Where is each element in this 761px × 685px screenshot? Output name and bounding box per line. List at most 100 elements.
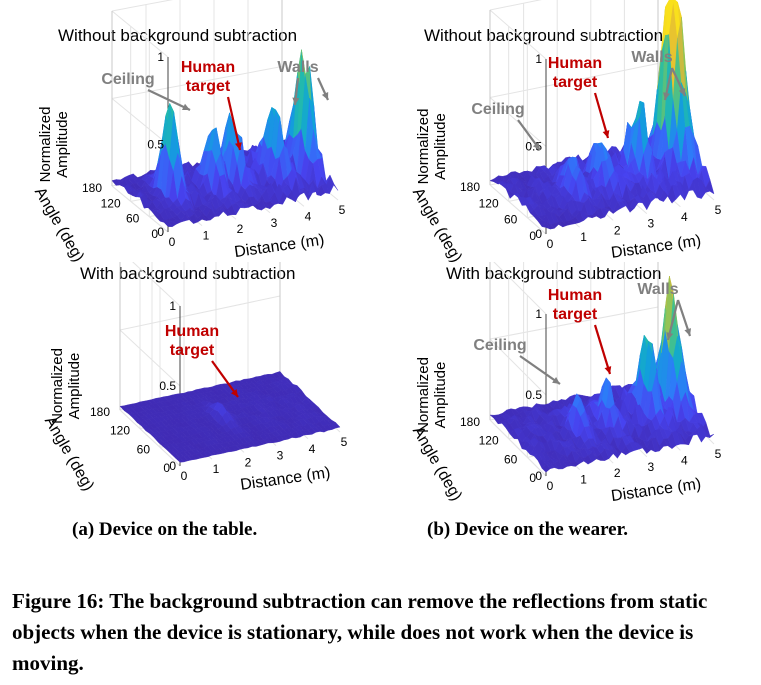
x-tick-label: 1: [580, 473, 587, 487]
annotation-label: Human target: [548, 55, 602, 91]
panel-b-bottom: With background subtraction 1 0.5 0 180 120 6…: [380, 262, 761, 514]
grid-line: [111, 66, 283, 99]
surface-mesh: [119, 371, 341, 463]
grid-line: [489, 419, 547, 477]
annotation-arrow: [519, 355, 561, 385]
z-tick-label: 1: [157, 50, 164, 64]
panel-a-top: Without background subtraction 1 0.5 0 180 1…: [0, 0, 380, 268]
y-axis-label: Angle (deg): [409, 424, 465, 504]
z-axis-label: NormalizedAmplitude: [37, 107, 71, 183]
figure-caption: Figure 16: The background subtraction ca…: [12, 589, 708, 675]
y-tick-label: 120: [479, 434, 499, 448]
grid-line: [111, 185, 169, 233]
z-tick-label: 0.5: [159, 379, 176, 393]
x-tick-label: 4: [681, 210, 688, 224]
annotation-line: target: [170, 342, 215, 359]
x-tick-label: 1: [580, 230, 587, 244]
surface-mesh: [111, 49, 339, 228]
grid-line: [132, 262, 181, 307]
z-axis-label-line: Amplitude: [54, 111, 71, 178]
y-axis-label: Angle (deg): [409, 185, 465, 265]
surface-patch: [329, 183, 339, 191]
x-tick-label: 5: [715, 447, 722, 461]
annotation-arrowhead: [552, 377, 560, 384]
annotation-arrow: [593, 92, 610, 139]
panel-b-top: Without background subtraction 10.501801…: [380, 0, 761, 268]
z-tick-label: 0: [157, 225, 164, 239]
grid-line: [489, 0, 542, 11]
grid-line: [111, 98, 169, 145]
z-axis-label-line: Normalized: [415, 109, 432, 185]
y-tick-label: 180: [460, 415, 480, 429]
grid-line: [119, 295, 281, 331]
surface-plot: 10.50180120600012345NormalizedAmplitudeA…: [409, 0, 722, 265]
annotation-label: Ceiling: [471, 101, 524, 118]
y-tick-label: 180: [82, 181, 102, 195]
z-tick-label: 1: [169, 299, 176, 313]
annotation-arrowhead: [292, 97, 300, 105]
annotation-arrowhead: [602, 130, 610, 138]
annotation-arrowhead: [321, 92, 329, 100]
annotation-arrowhead: [230, 389, 238, 397]
annotation-line: target: [553, 74, 598, 91]
z-axis-label-line: Amplitude: [432, 113, 449, 180]
annotation-line: target: [186, 78, 231, 95]
x-axis-label: Distance (m): [610, 476, 702, 505]
surface-mesh: [489, 276, 715, 473]
y-tick-label: 180: [460, 180, 480, 194]
subcaption-a: (a) Device on the table.: [72, 519, 258, 540]
y-tick-label: 0: [151, 227, 158, 241]
y-tick-label: 0: [163, 461, 170, 475]
z-tick-label: 0: [535, 227, 542, 241]
grid-line: [111, 0, 174, 12]
surface-patch: [331, 422, 341, 429]
annotation-line: target: [553, 306, 598, 323]
z-tick-label: 1: [535, 52, 542, 66]
y-tick-label: 180: [90, 405, 110, 419]
x-tick-label: 1: [213, 462, 220, 476]
z-tick-label: 0.5: [147, 138, 164, 152]
x-tick-label: 1: [203, 229, 210, 243]
grid-line: [111, 10, 169, 58]
panel-a-bottom: With background subtraction 1 0.5 0 180 120 6…: [0, 262, 380, 514]
annotation-arrowhead: [532, 142, 540, 150]
annotation-label: Human target: [165, 323, 219, 359]
x-axis-label: Distance (m): [233, 232, 325, 261]
x-tick-label: 0: [547, 237, 554, 251]
x-tick-label: 2: [614, 223, 621, 237]
panel-title: With background subtraction: [80, 264, 296, 283]
x-tick-label: 0: [181, 469, 188, 483]
x-tick-label: 4: [305, 209, 312, 223]
y-tick-label: 0: [529, 471, 536, 485]
annotation-label: Ceiling: [473, 337, 526, 354]
annotation-arrowhead: [663, 92, 670, 100]
x-tick-label: 4: [309, 442, 316, 456]
x-tick-label: 0: [547, 479, 554, 493]
annotation-line: Ceiling: [473, 337, 526, 354]
annotation-line: Ceiling: [471, 101, 524, 118]
annotation-arrow: [147, 89, 191, 111]
x-tick-label: 0: [169, 235, 176, 249]
subcaption-b: (b) Device on the wearer.: [427, 519, 629, 540]
z-tick-label: 1: [535, 307, 542, 321]
annotation-arrow: [226, 96, 242, 151]
grid-line: [119, 409, 181, 467]
x-tick-label: 2: [237, 222, 244, 236]
panel-title: With background subtraction: [446, 264, 662, 283]
y-axis-label: Angle (deg): [31, 185, 87, 265]
annotation-label: Ceiling: [101, 71, 154, 88]
grid-line: [489, 184, 547, 235]
panel-title: Without background subtraction: [58, 26, 298, 45]
z-axis-label-line: Amplitude: [432, 362, 449, 429]
annotation-label: Walls: [277, 59, 318, 76]
x-axis-label: Distance (m): [610, 232, 702, 261]
annotation-arrowhead: [604, 366, 612, 374]
x-tick-label: 4: [681, 453, 688, 467]
z-tick-label: 0: [169, 459, 176, 473]
y-tick-label: 120: [479, 196, 499, 210]
grid-line: [119, 329, 181, 387]
annotation-arrowhead: [684, 328, 692, 336]
grid-line: [489, 63, 659, 98]
